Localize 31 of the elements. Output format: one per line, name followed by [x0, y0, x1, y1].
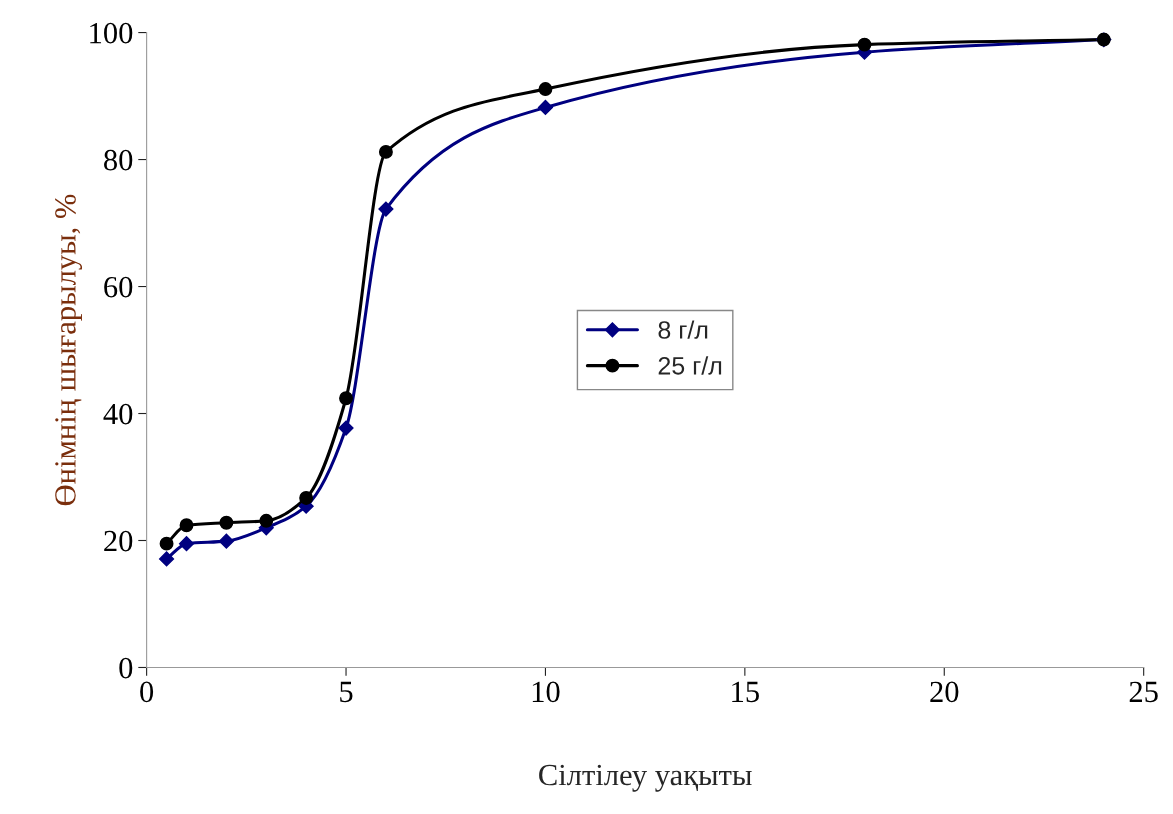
point: [338, 420, 354, 436]
point: [159, 536, 174, 551]
point: [378, 144, 393, 159]
point: [178, 536, 195, 552]
point: [857, 37, 872, 52]
point: [158, 551, 175, 567]
y-axis-title: Өнімнің шығарылуы, %: [55, 194, 83, 506]
y-tick-label: 80: [104, 149, 133, 171]
point: [339, 391, 353, 406]
point: [179, 518, 194, 533]
x-axis-title: Сілтілеу уақыты: [539, 764, 752, 792]
point: [378, 201, 394, 217]
point: [537, 99, 554, 116]
legend-label: 8 г/л: [658, 320, 708, 339]
y-tick-label: 20: [104, 530, 133, 552]
y-tick-label: 100: [90, 22, 133, 44]
y-tick-label: 60: [104, 276, 133, 298]
x-tick-label: 20: [930, 681, 959, 703]
point: [299, 491, 314, 505]
point: [218, 533, 234, 549]
x-tick-label: 15: [732, 681, 759, 703]
x-tick-label: 0: [140, 681, 154, 703]
legend-label: 25 г/л: [658, 356, 722, 375]
point: [219, 515, 234, 530]
x-tick-label: 5: [340, 681, 353, 703]
point: [538, 82, 553, 97]
x-tick-label: 25: [1129, 681, 1158, 703]
y-tick-label: 40: [103, 403, 133, 425]
x-tick-label: 10: [532, 681, 560, 703]
point: [259, 513, 274, 528]
y-tick-label: 0: [119, 657, 133, 679]
